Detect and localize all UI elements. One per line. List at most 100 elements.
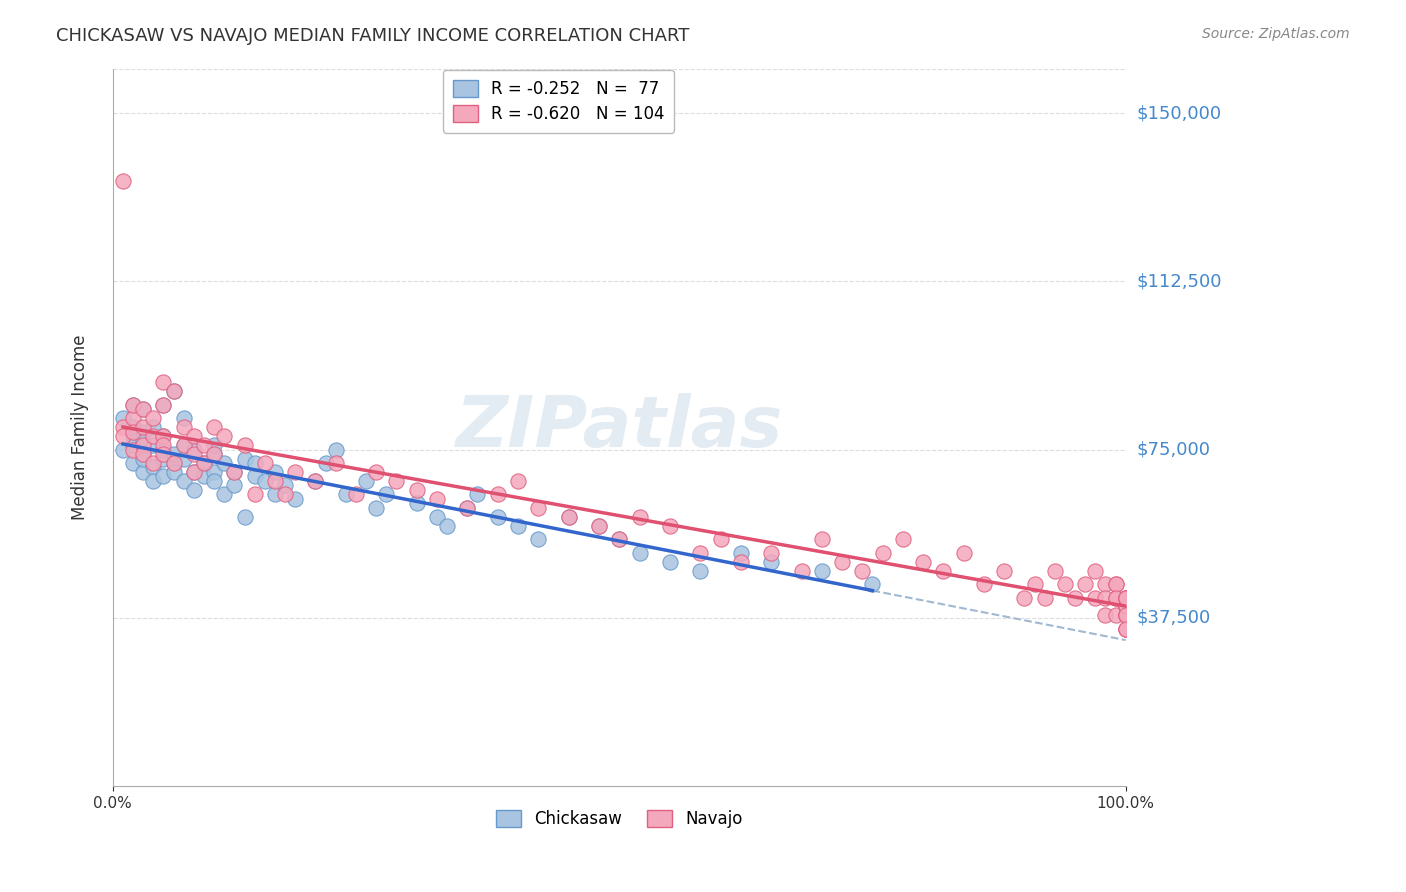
Point — [689, 546, 711, 560]
Point — [1104, 591, 1126, 605]
Point — [912, 555, 935, 569]
Point — [1115, 622, 1137, 636]
Text: $112,500: $112,500 — [1137, 272, 1222, 291]
Point — [1074, 577, 1097, 591]
Point — [152, 429, 174, 443]
Point — [456, 500, 478, 515]
Point — [385, 474, 408, 488]
Point — [628, 546, 651, 560]
Point — [173, 420, 195, 434]
Point — [993, 564, 1015, 578]
Point — [111, 173, 134, 187]
Point — [872, 546, 894, 560]
Point — [405, 496, 427, 510]
Point — [1115, 608, 1137, 623]
Point — [557, 509, 579, 524]
Point — [162, 384, 184, 399]
Point — [304, 474, 326, 488]
Point — [183, 465, 205, 479]
Point — [344, 487, 367, 501]
Point — [224, 478, 246, 492]
Point — [1104, 577, 1126, 591]
Point — [162, 447, 184, 461]
Point — [862, 577, 884, 591]
Point — [1115, 608, 1137, 623]
Point — [730, 555, 752, 569]
Point — [202, 447, 225, 461]
Point — [325, 456, 347, 470]
Text: Source: ZipAtlas.com: Source: ZipAtlas.com — [1202, 27, 1350, 41]
Point — [162, 465, 184, 479]
Point — [557, 509, 579, 524]
Point — [202, 465, 225, 479]
Point — [122, 442, 145, 457]
Point — [142, 474, 165, 488]
Point — [142, 460, 165, 475]
Point — [132, 447, 155, 461]
Point — [193, 438, 215, 452]
Point — [193, 469, 215, 483]
Point — [1115, 591, 1137, 605]
Point — [152, 442, 174, 457]
Point — [1115, 591, 1137, 605]
Point — [527, 533, 550, 547]
Point — [132, 447, 155, 461]
Point — [132, 402, 155, 417]
Point — [1115, 591, 1137, 605]
Point — [111, 411, 134, 425]
Point — [811, 533, 834, 547]
Point — [527, 500, 550, 515]
Point — [1115, 591, 1137, 605]
Point — [426, 491, 449, 506]
Point — [467, 487, 489, 501]
Point — [274, 487, 297, 501]
Point — [1024, 577, 1046, 591]
Point — [202, 420, 225, 434]
Point — [193, 456, 215, 470]
Point — [932, 564, 955, 578]
Point — [264, 487, 287, 501]
Point — [253, 456, 276, 470]
Point — [1115, 608, 1137, 623]
Point — [214, 429, 236, 443]
Point — [162, 456, 184, 470]
Point — [405, 483, 427, 497]
Point — [486, 487, 509, 501]
Point — [183, 465, 205, 479]
Point — [253, 474, 276, 488]
Point — [132, 465, 155, 479]
Point — [952, 546, 974, 560]
Point — [831, 555, 853, 569]
Point — [1084, 591, 1107, 605]
Point — [1064, 591, 1087, 605]
Point — [142, 438, 165, 452]
Point — [122, 429, 145, 443]
Point — [607, 533, 630, 547]
Point — [436, 518, 458, 533]
Point — [202, 438, 225, 452]
Point — [243, 469, 266, 483]
Point — [111, 442, 134, 457]
Point — [214, 456, 236, 470]
Point — [152, 376, 174, 390]
Point — [264, 474, 287, 488]
Point — [588, 518, 610, 533]
Point — [152, 447, 174, 461]
Point — [658, 555, 681, 569]
Point — [152, 451, 174, 466]
Point — [426, 509, 449, 524]
Point — [730, 546, 752, 560]
Point — [132, 425, 155, 439]
Point — [973, 577, 995, 591]
Point — [111, 420, 134, 434]
Point — [122, 420, 145, 434]
Point — [1043, 564, 1066, 578]
Point — [588, 518, 610, 533]
Point — [224, 465, 246, 479]
Point — [122, 398, 145, 412]
Point — [1115, 608, 1137, 623]
Point — [132, 402, 155, 417]
Point — [132, 438, 155, 452]
Point — [162, 384, 184, 399]
Point — [315, 456, 337, 470]
